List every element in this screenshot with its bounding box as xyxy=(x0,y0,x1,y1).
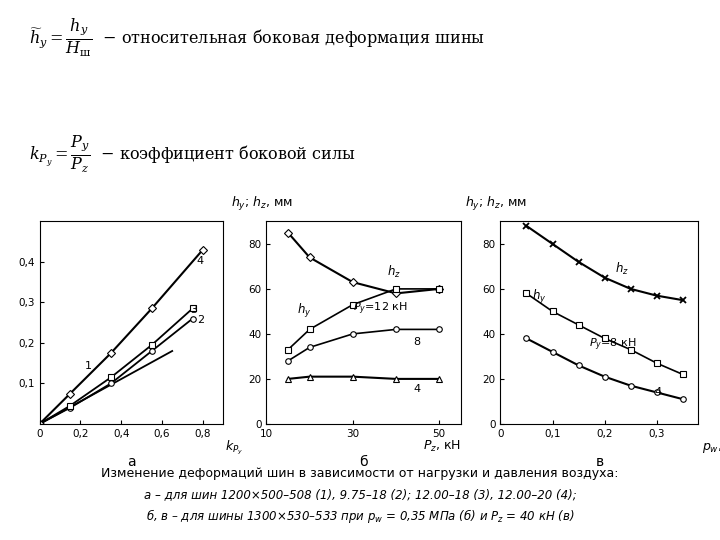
Text: б, в – для шины 1300×530–533 при $p_w$ = 0,35 МПа (б) и $P_z$ = 40 кН (в): б, в – для шины 1300×530–533 при $p_w$ =… xyxy=(145,507,575,525)
Text: $k_{P_y} = \dfrac{P_y}{P_z}$  $-$ коэффициент боковой силы: $k_{P_y} = \dfrac{P_y}{P_z}$ $-$ коэффиц… xyxy=(29,134,356,175)
Text: $\widetilde{h}_y = \dfrac{h_y}{H_\mathrm{\text{ш}}}$  $-$ относительная боковая : $\widetilde{h}_y = \dfrac{h_y}{H_\mathrm… xyxy=(29,17,485,59)
Text: $h_z$: $h_z$ xyxy=(387,264,401,280)
Text: 4: 4 xyxy=(197,256,204,266)
Text: $h_y$: $h_y$ xyxy=(297,302,311,320)
Text: 2: 2 xyxy=(197,315,204,326)
Text: 8: 8 xyxy=(413,337,420,347)
Text: а – для шин 1200×500–508 (1), 9.75–18 (2); 12.00–18 (3), 12.00–20 (4);: а – для шин 1200×500–508 (1), 9.75–18 (2… xyxy=(143,488,577,501)
Text: $h_y$; $h_z$, мм: $h_y$; $h_z$, мм xyxy=(465,195,527,213)
Text: $h_z$: $h_z$ xyxy=(615,261,629,277)
Text: $P_z$, кН: $P_z$, кН xyxy=(423,439,461,454)
Text: 3: 3 xyxy=(191,305,197,314)
Text: в: в xyxy=(595,455,603,469)
Text: $P_y$=12 кН: $P_y$=12 кН xyxy=(353,301,408,317)
Text: 4: 4 xyxy=(654,387,661,397)
Text: 1: 1 xyxy=(84,361,91,371)
Text: $p_w$, МПа: $p_w$, МПа xyxy=(703,439,720,455)
Text: 4: 4 xyxy=(413,384,420,394)
Text: $P_y$=8 кН: $P_y$=8 кН xyxy=(589,337,636,353)
Text: $k_{P_y}$: $k_{P_y}$ xyxy=(225,438,243,457)
Text: а: а xyxy=(127,455,135,469)
Text: $\widetilde{h}_y$: $\widetilde{h}_y$ xyxy=(0,191,1,214)
Text: $h_y$; $h_z$, мм: $h_y$; $h_z$, мм xyxy=(231,195,294,213)
Text: $h_y$: $h_y$ xyxy=(531,288,546,306)
Text: б: б xyxy=(359,455,368,469)
Text: Изменение деформаций шин в зависимости от нагрузки и давления воздуха:: Изменение деформаций шин в зависимости о… xyxy=(102,467,618,480)
